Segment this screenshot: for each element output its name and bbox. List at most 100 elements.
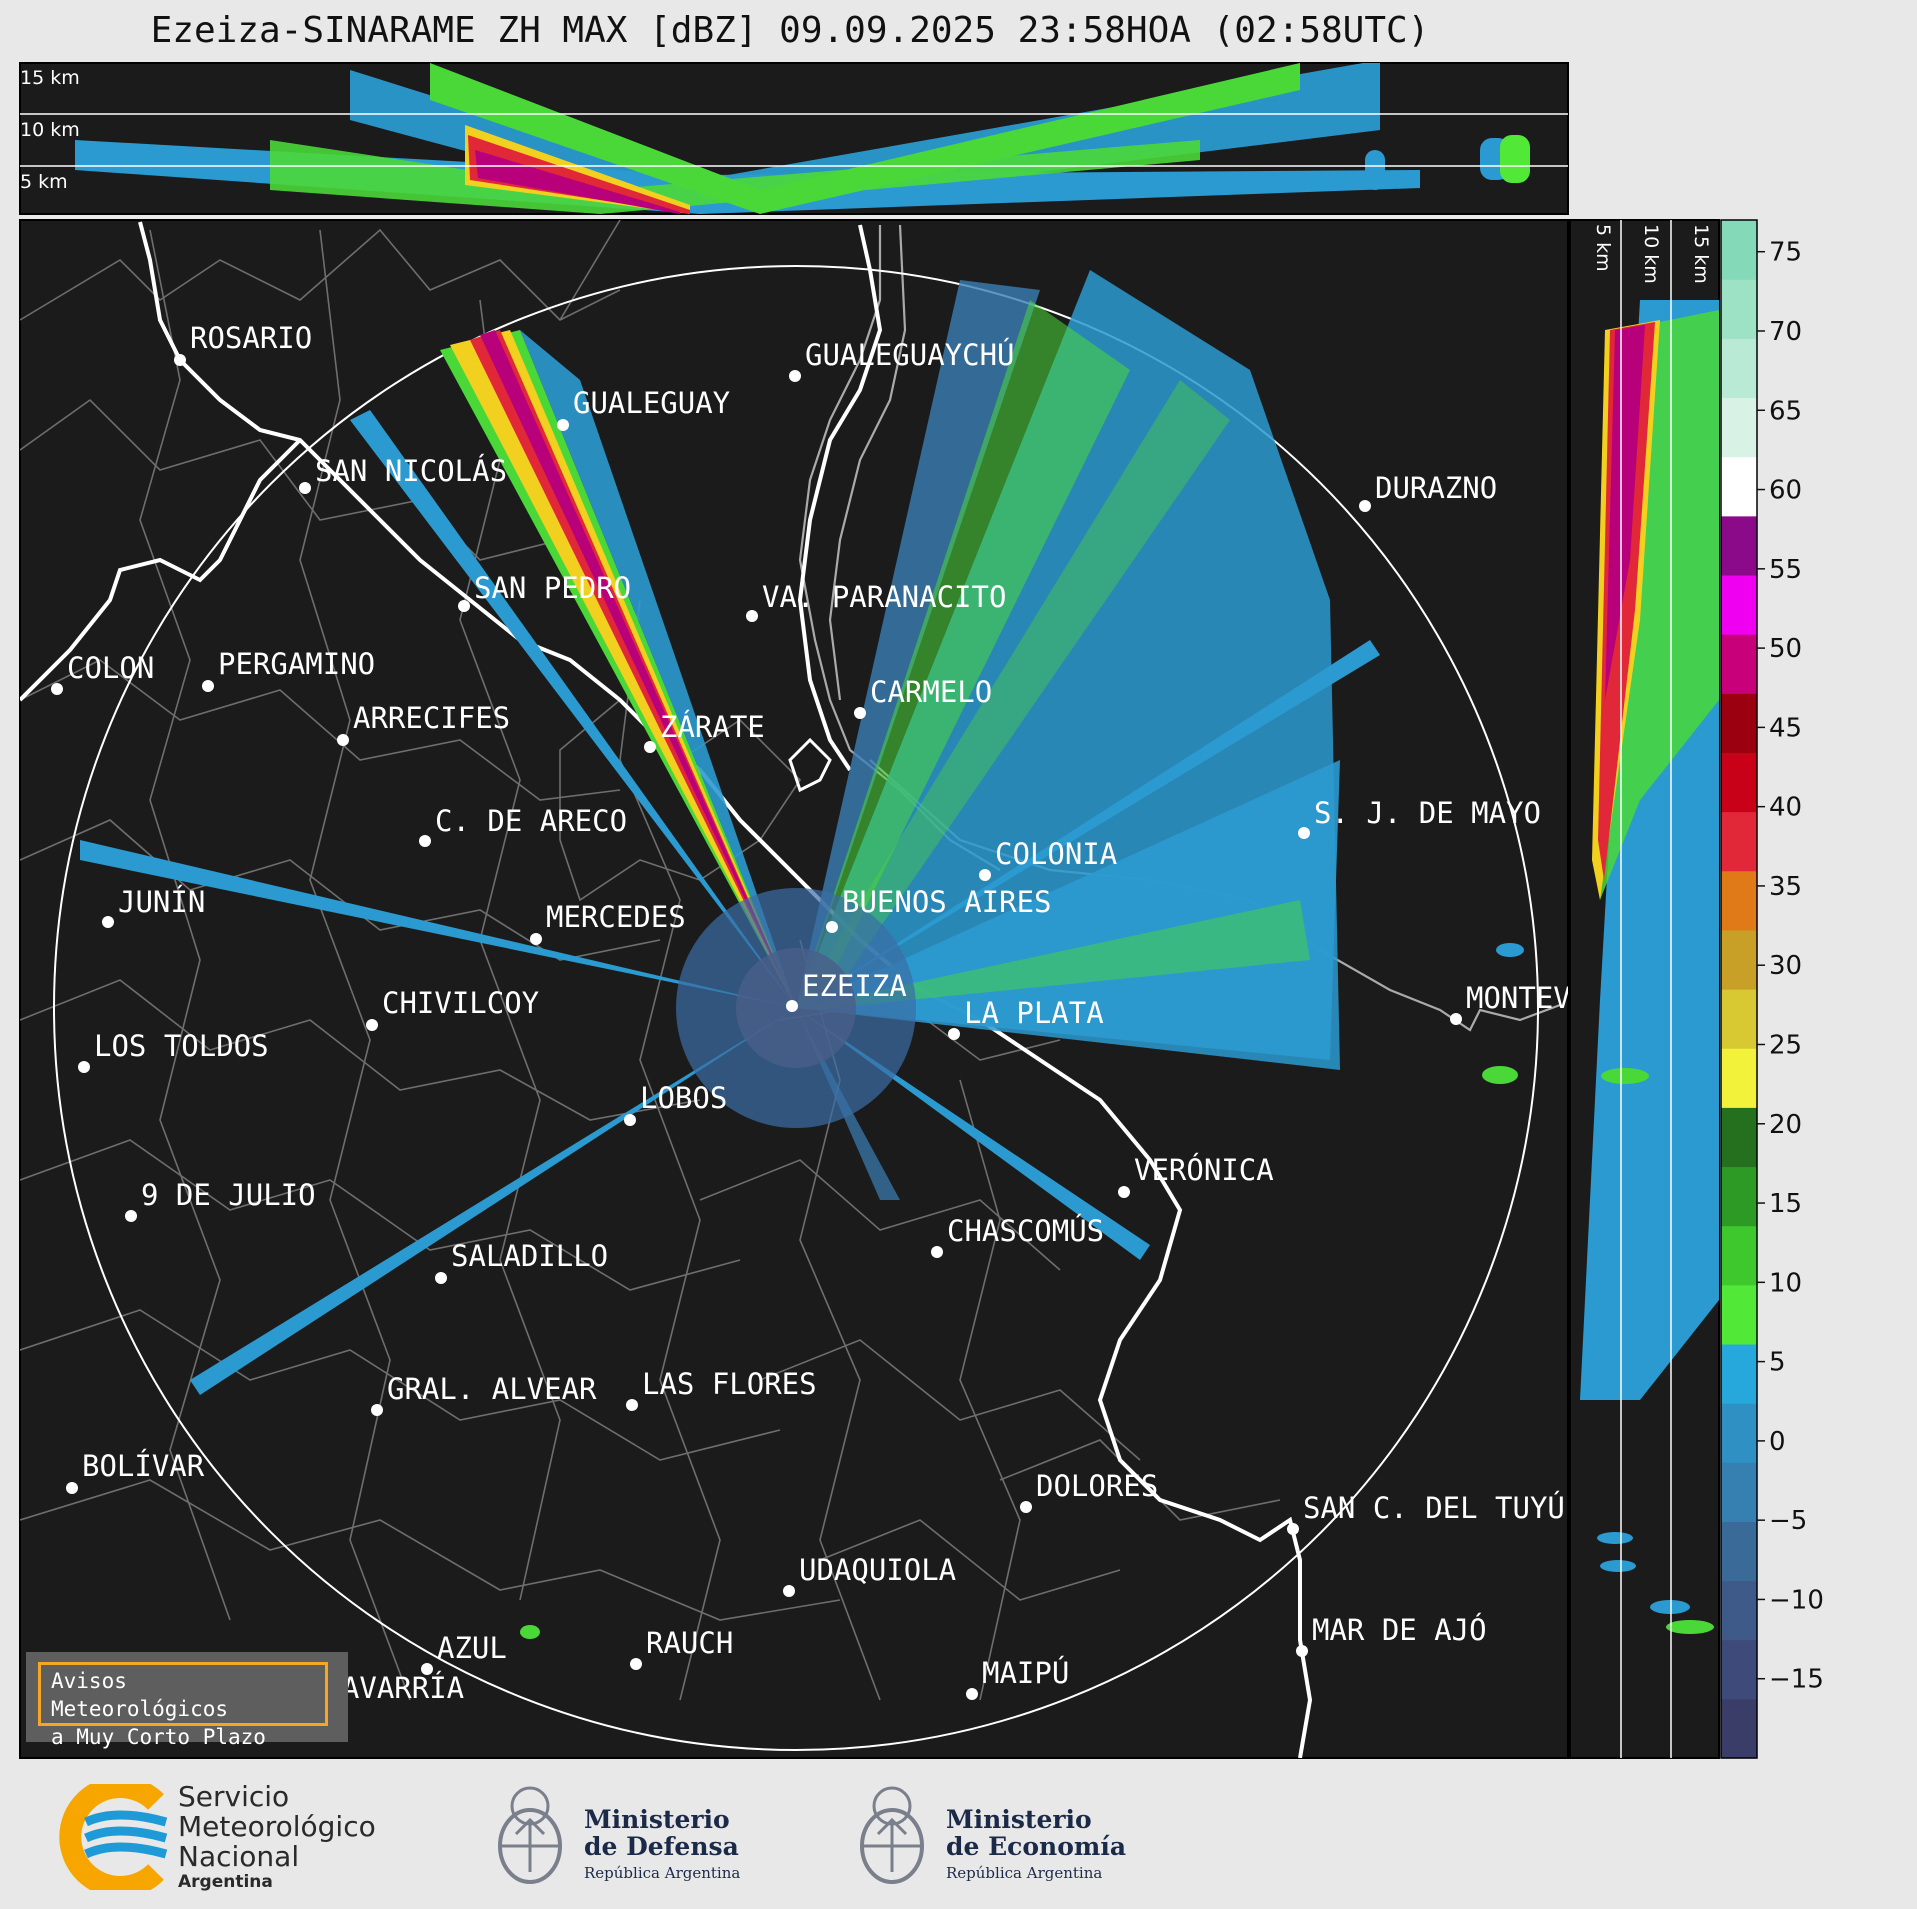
- city-rosario: ROSARIO: [174, 321, 312, 366]
- svg-text:SALADILLO: SALADILLO: [451, 1239, 608, 1273]
- city-arrecifes: ARRECIFES: [337, 701, 510, 746]
- colorbar-tick-label: 65: [1769, 396, 1802, 426]
- city-buenos-aires: BUENOS AIRES: [826, 885, 1052, 933]
- city-chivilcoy: CHIVILCOY: [366, 986, 539, 1031]
- svg-text:GUALEGUAYCHÚ: GUALEGUAYCHÚ: [805, 338, 1015, 372]
- svg-text:EZEIZA: EZEIZA: [802, 969, 907, 1003]
- colorbar-swatch: [1721, 515, 1757, 576]
- city-la-plata: LA PLATA: [948, 996, 1104, 1040]
- colorbar-tick-label: 75: [1769, 238, 1802, 268]
- city-azul: AZUL: [421, 1631, 507, 1675]
- colorbar-swatch: [1721, 1343, 1757, 1404]
- colorbar-tick-label: 45: [1769, 713, 1802, 743]
- defensa-line-2: de Defensa: [584, 1832, 739, 1861]
- svg-text:CARMELO: CARMELO: [870, 675, 992, 709]
- colorbar-swatch: [1721, 574, 1757, 635]
- svg-text:S. J. DE MAYO: S. J. DE MAYO: [1314, 796, 1541, 830]
- svg-text:9 DE JULIO: 9 DE JULIO: [141, 1178, 316, 1212]
- city-va-paranacito: VA. PARANACITO: [746, 580, 1006, 622]
- colorbar-tick-label: 0: [1769, 1427, 1786, 1457]
- svg-text:SAN PEDRO: SAN PEDRO: [474, 571, 631, 605]
- svg-text:JUNÍN: JUNÍN: [118, 885, 205, 919]
- colorbar-tick-label: −5: [1769, 1506, 1807, 1536]
- svg-text:VA. PARANACITO: VA. PARANACITO: [762, 580, 1006, 614]
- colorbar-tick-label: 60: [1769, 476, 1802, 506]
- colorbar-swatch: [1721, 1284, 1757, 1345]
- svg-text:C. DE ARECO: C. DE ARECO: [435, 804, 627, 838]
- svg-text:AZUL: AZUL: [437, 1631, 507, 1665]
- economia-line-3: República Argentina: [946, 1864, 1103, 1882]
- colorbar-swatch: [1721, 1462, 1757, 1522]
- map-title: Ezeiza-SINARAME ZH MAX [dBZ] 09.09.2025 …: [150, 10, 1430, 51]
- city-ezeiza: EZEIZA: [786, 969, 907, 1012]
- economia-line-2: de Economía: [946, 1832, 1127, 1861]
- side-height-label-5: 5 km: [1592, 224, 1614, 272]
- city-bolivar: BOLÍVAR: [66, 1449, 205, 1494]
- city-san-c-del-tuyu: SAN C. DEL TUYÚ: [1287, 1491, 1565, 1535]
- colorbar-swatch: [1721, 752, 1757, 813]
- svg-text:DURAZNO: DURAZNO: [1375, 471, 1497, 505]
- side-height-label-10: 10 km: [1640, 224, 1662, 284]
- colorbar-tick-label: 40: [1769, 793, 1802, 823]
- city-colon: COLON: [51, 651, 154, 695]
- city-saladillo: SALADILLO: [435, 1239, 608, 1284]
- city-udaquiola: UDAQUIOLA: [783, 1553, 956, 1597]
- colorbar-swatch: [1721, 1521, 1757, 1582]
- svg-text:SAN NICOLÁS: SAN NICOLÁS: [315, 454, 507, 488]
- svg-text:MAR DE AJÓ: MAR DE AJÓ: [1312, 1613, 1487, 1647]
- colorbar-swatch: [1721, 397, 1757, 458]
- defensa-name: Ministerio de Defensa República Argentin…: [584, 1806, 740, 1887]
- smn-line-1: Servicio: [178, 1780, 290, 1813]
- svg-text:CHIVILCOY: CHIVILCOY: [382, 986, 539, 1020]
- svg-text:ROSARIO: ROSARIO: [190, 321, 312, 355]
- colorbar-swatch: [1721, 1048, 1757, 1108]
- svg-text:GRAL. ALVEAR: GRAL. ALVEAR: [387, 1372, 597, 1406]
- warning-box-frame[interactable]: Avisos Meteorológicos a Muy Corto Plazo: [38, 1662, 328, 1749]
- city-chascomus: CHASCOMÚS: [931, 1214, 1104, 1258]
- smn-line-4: Argentina: [178, 1872, 273, 1892]
- svg-text:VERÓNICA: VERÓNICA: [1134, 1153, 1274, 1187]
- colorbar-swatch: [1721, 279, 1757, 339]
- economia-coat-of-arms-icon: [860, 1786, 924, 1884]
- main-map: ROSARIO GUALEGUAYCHÚ GUALEGUAY SAN NICOL…: [19, 219, 1571, 1759]
- colorbar-swatch: [1721, 929, 1757, 990]
- smn-name: Servicio Meteorológico Nacional Argentin…: [178, 1780, 376, 1893]
- colorbar-tick-label: 25: [1769, 1030, 1802, 1060]
- svg-text:MAIPÚ: MAIPÚ: [982, 1656, 1069, 1690]
- svg-text:MERCEDES: MERCEDES: [546, 900, 686, 934]
- top-height-label-5: 5 km: [20, 171, 68, 193]
- colorbar-swatch: [1721, 1403, 1757, 1463]
- smn-line-3: Nacional: [178, 1840, 300, 1873]
- svg-text:LOBOS: LOBOS: [640, 1081, 727, 1115]
- colorbar-swatch: [1721, 220, 1757, 280]
- colorbar-tick-label: 55: [1769, 555, 1802, 585]
- svg-text:SAN C. DEL TUYÚ: SAN C. DEL TUYÚ: [1303, 1491, 1565, 1525]
- side-height-label-15: 15 km: [1690, 224, 1712, 284]
- colorbar-tick-label: 30: [1769, 951, 1802, 981]
- svg-text:MONTEV: MONTEV: [1466, 981, 1571, 1015]
- range-ring: [53, 265, 1539, 1751]
- city-markers: ROSARIO GUALEGUAYCHÚ GUALEGUAY SAN NICOL…: [51, 321, 1571, 1715]
- colorbar-swatch: [1721, 1225, 1757, 1286]
- defensa-line-1: Ministerio: [584, 1805, 730, 1834]
- city-las-flores: LAS FLORES: [626, 1367, 817, 1411]
- city-carmelo: CARMELO: [854, 675, 992, 719]
- city-mercedes: MERCEDES: [530, 900, 686, 945]
- warning-line-2: a Muy Corto Plazo: [51, 1725, 266, 1749]
- colorbar-tick-label: 20: [1769, 1110, 1802, 1140]
- colorbar-swatch: [1721, 1107, 1757, 1168]
- colorbar-swatch: [1721, 1698, 1757, 1759]
- city-pergamino: PERGAMINO: [202, 647, 375, 692]
- city-gualeguaychu: GUALEGUAYCHÚ: [789, 338, 1015, 382]
- city-sj-de-mayo: S. J. DE MAYO: [1298, 796, 1541, 839]
- colorbar-swatch: [1721, 456, 1757, 517]
- warning-box[interactable]: Avisos Meteorológicos a Muy Corto Plazo: [26, 1652, 348, 1749]
- colorbar-swatch: [1721, 870, 1757, 931]
- colorbar-tick-label: 70: [1769, 317, 1802, 347]
- svg-text:CHASCOMÚS: CHASCOMÚS: [947, 1214, 1104, 1248]
- city-junin: JUNÍN: [102, 885, 205, 928]
- colorbar-tick-label: 15: [1769, 1189, 1802, 1219]
- city-maipu: MAIPÚ: [966, 1656, 1069, 1700]
